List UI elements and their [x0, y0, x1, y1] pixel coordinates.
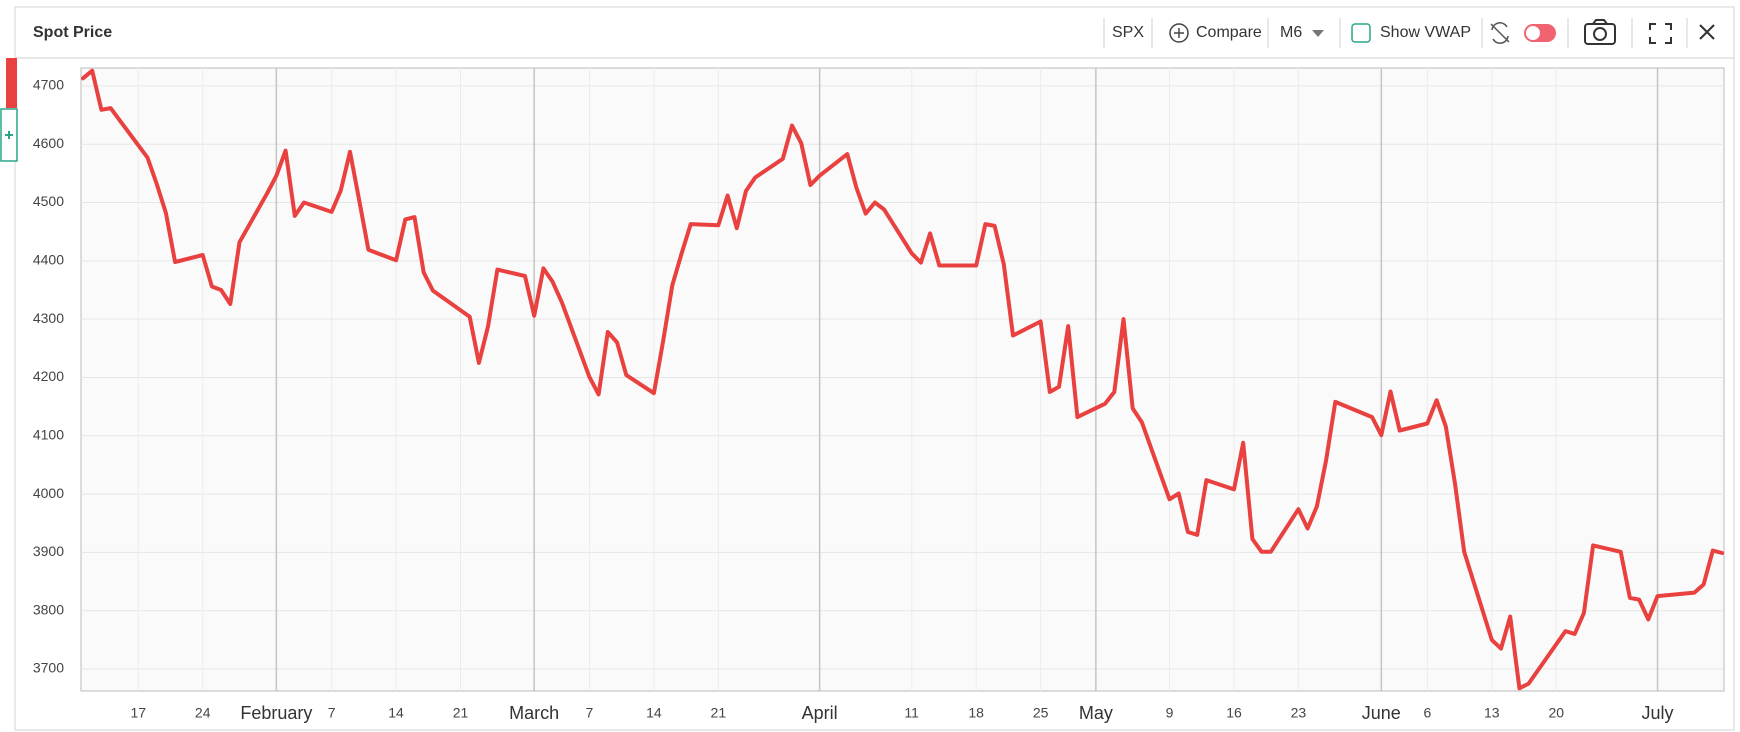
- x-tick-label: 9: [1166, 705, 1174, 721]
- x-tick-label: 14: [388, 705, 404, 721]
- y-tick-label: 4500: [33, 193, 64, 209]
- period-select[interactable]: M6: [1280, 24, 1324, 41]
- y-tick-label: 4000: [33, 485, 64, 501]
- x-tick-label: March: [509, 703, 559, 723]
- price-line: [81, 68, 1724, 691]
- x-tick-label: 6: [1423, 705, 1431, 721]
- x-tick-label: 24: [195, 705, 211, 721]
- y-tick-label: 3900: [33, 543, 64, 559]
- marks: [81, 68, 1724, 691]
- x-tick-label: 23: [1291, 705, 1307, 721]
- x-tick-label: 13: [1484, 705, 1500, 721]
- y-tick-label: 4200: [33, 368, 64, 384]
- symbol-button[interactable]: SPX: [1112, 24, 1144, 41]
- x-tick-label: 14: [646, 705, 662, 721]
- y-tick-label: 3800: [33, 601, 64, 617]
- x-tick-label: June: [1362, 703, 1401, 723]
- vwap-toggle[interactable]: Show VWAP: [1351, 23, 1471, 43]
- vwap-label: Show VWAP: [1380, 24, 1471, 41]
- grid: [81, 68, 1724, 691]
- x-tick-label: July: [1642, 703, 1674, 723]
- axis-labels: 3700 3800 3900 4000 4100 4200 4300 4400 4500 4600…: [33, 77, 1674, 723]
- add-panel-button[interactable]: [0, 108, 18, 162]
- y-tick-label: 3700: [33, 660, 64, 676]
- period-label: M6: [1280, 24, 1302, 41]
- compare-button[interactable]: Compare: [1169, 23, 1262, 43]
- snapshot-button[interactable]: [1584, 19, 1616, 45]
- x-tick-label: 21: [453, 705, 469, 721]
- toolbar-separators: [1103, 18, 1688, 48]
- compare-label: Compare: [1196, 24, 1262, 41]
- x-tick-label: February: [240, 703, 312, 723]
- x-tick-label: 17: [130, 705, 146, 721]
- x-tick-label: 16: [1226, 705, 1242, 721]
- y-tick-label: 4600: [33, 135, 64, 151]
- x-tick-label: April: [802, 703, 838, 723]
- x-tick-label: 7: [328, 705, 336, 721]
- x-tick-label: May: [1079, 703, 1113, 723]
- y-tick-label: 4300: [33, 310, 64, 326]
- x-tick-label: 25: [1033, 705, 1049, 721]
- widget-title: Spot Price: [33, 24, 112, 41]
- side-marker: [6, 58, 17, 108]
- x-tick-label: 7: [586, 705, 594, 721]
- x-tick-label: 20: [1548, 705, 1564, 721]
- fullscreen-button[interactable]: [1649, 23, 1672, 44]
- x-tick-label: 11: [904, 705, 919, 721]
- toggle-switch[interactable]: [1524, 24, 1556, 42]
- y-tick-label: 4700: [33, 77, 64, 93]
- y-tick-label: 4100: [33, 426, 64, 442]
- sync-icon[interactable]: [1490, 22, 1510, 44]
- x-tick-label: 18: [968, 705, 984, 721]
- x-tick-label: 21: [711, 705, 727, 721]
- y-tick-label: 4400: [33, 252, 64, 268]
- close-button[interactable]: [1699, 24, 1715, 40]
